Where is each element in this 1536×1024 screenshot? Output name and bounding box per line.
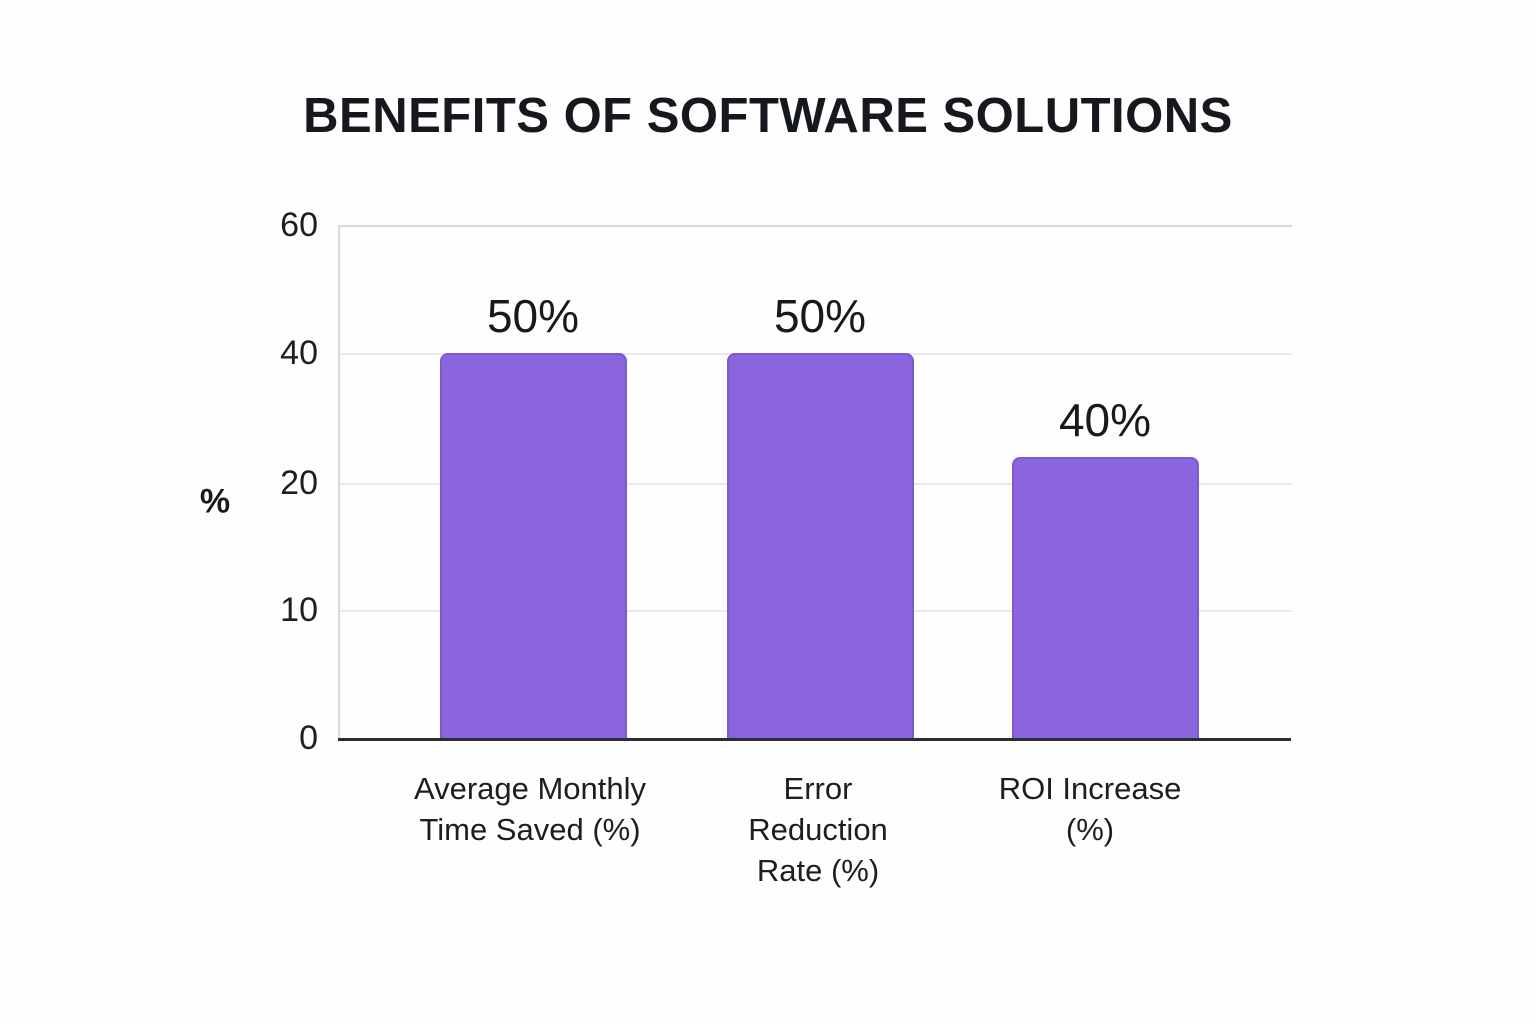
- y-tick-label-0: 0: [299, 719, 318, 757]
- x-category-label-line: (%): [1065, 812, 1115, 847]
- x-category-label-line: Reduction: [748, 812, 888, 847]
- x-category-label-line: Average Monthly: [413, 771, 647, 806]
- x-category-label-line: Error: [783, 771, 853, 806]
- chart-title: BENEFITS OF SOFTWARE SOLUTIONS: [303, 89, 1233, 143]
- x-axis-line: [338, 738, 1291, 741]
- bar-2: [726, 353, 914, 738]
- x-category-label-line: Rate (%): [756, 853, 880, 888]
- bar-value-label-1: 50%: [486, 290, 580, 342]
- x-category-label-line: Time Saved (%): [419, 812, 641, 847]
- y-axis-title: %: [199, 482, 231, 521]
- y-tick-label-60: 60: [280, 206, 318, 244]
- bar-value-label-2: 50%: [773, 290, 867, 342]
- y-tick-label-10: 10: [280, 591, 318, 629]
- x-category-label-2: Error Reduction Rate (%): [648, 768, 988, 891]
- y-tick-label-40: 40: [280, 334, 318, 372]
- bar-1: [439, 353, 627, 738]
- bar-value-label-3: 40%: [1058, 394, 1152, 446]
- y-axis-line: [338, 225, 340, 738]
- y-tick-label-20: 20: [280, 464, 318, 502]
- x-category-label-1: Average Monthly Time Saved (%): [360, 768, 700, 850]
- x-category-label-3: ROI Increase (%): [920, 768, 1260, 850]
- x-category-label-line: ROI Increase: [998, 771, 1182, 806]
- gridline-60: [338, 225, 1292, 227]
- bar-3: [1011, 457, 1199, 738]
